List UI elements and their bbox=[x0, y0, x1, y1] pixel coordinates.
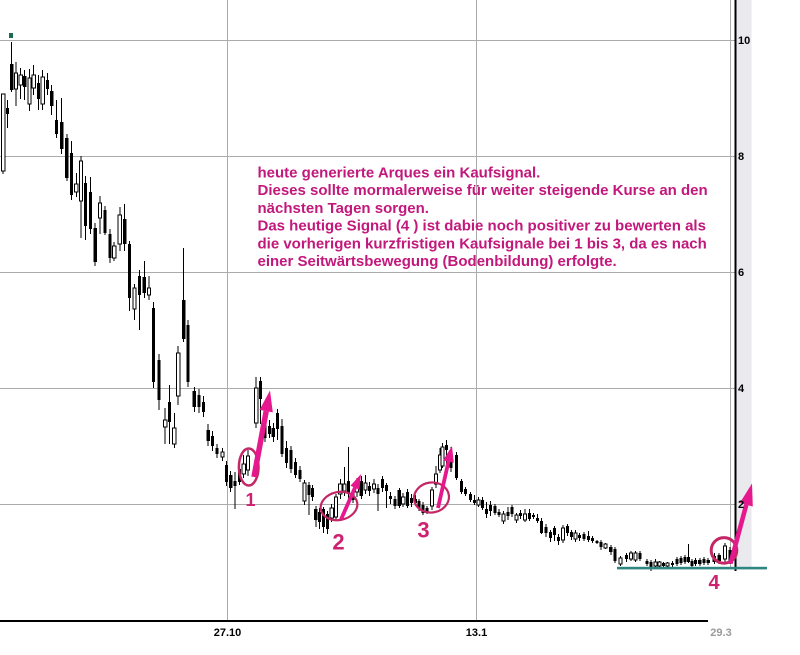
svg-text:1: 1 bbox=[245, 490, 255, 510]
svg-text:heute generierte Arques ein Ka: heute generierte Arques ein Kaufsignal. bbox=[258, 165, 541, 182]
svg-text:2: 2 bbox=[738, 499, 744, 511]
svg-text:einer Seitwärtsbewegung (Boden: einer Seitwärtsbewegung (Bodenbildung) e… bbox=[258, 253, 617, 270]
svg-text:nächsten Tagen sorgen.: nächsten Tagen sorgen. bbox=[258, 200, 429, 217]
svg-text:Das heutige Signal (4 ) ist da: Das heutige Signal (4 ) ist dabie noch p… bbox=[258, 218, 706, 235]
svg-text:3: 3 bbox=[417, 518, 429, 543]
svg-text:4: 4 bbox=[708, 572, 720, 594]
svg-text:Dieses sollte mormalerweise fü: Dieses sollte mormalerweise für weiter s… bbox=[258, 182, 708, 199]
svg-text:4: 4 bbox=[738, 383, 745, 395]
svg-text:2: 2 bbox=[332, 530, 344, 555]
svg-text:29.3: 29.3 bbox=[710, 627, 731, 639]
svg-text:27.10: 27.10 bbox=[214, 627, 242, 639]
svg-text:8: 8 bbox=[738, 151, 744, 163]
svg-text:die vorherigen kurzfristigen K: die vorherigen kurzfristigen Kaufsignale… bbox=[258, 235, 707, 252]
svg-text:10: 10 bbox=[738, 35, 750, 47]
svg-text:6: 6 bbox=[738, 267, 744, 279]
svg-text:13.1: 13.1 bbox=[466, 627, 487, 639]
